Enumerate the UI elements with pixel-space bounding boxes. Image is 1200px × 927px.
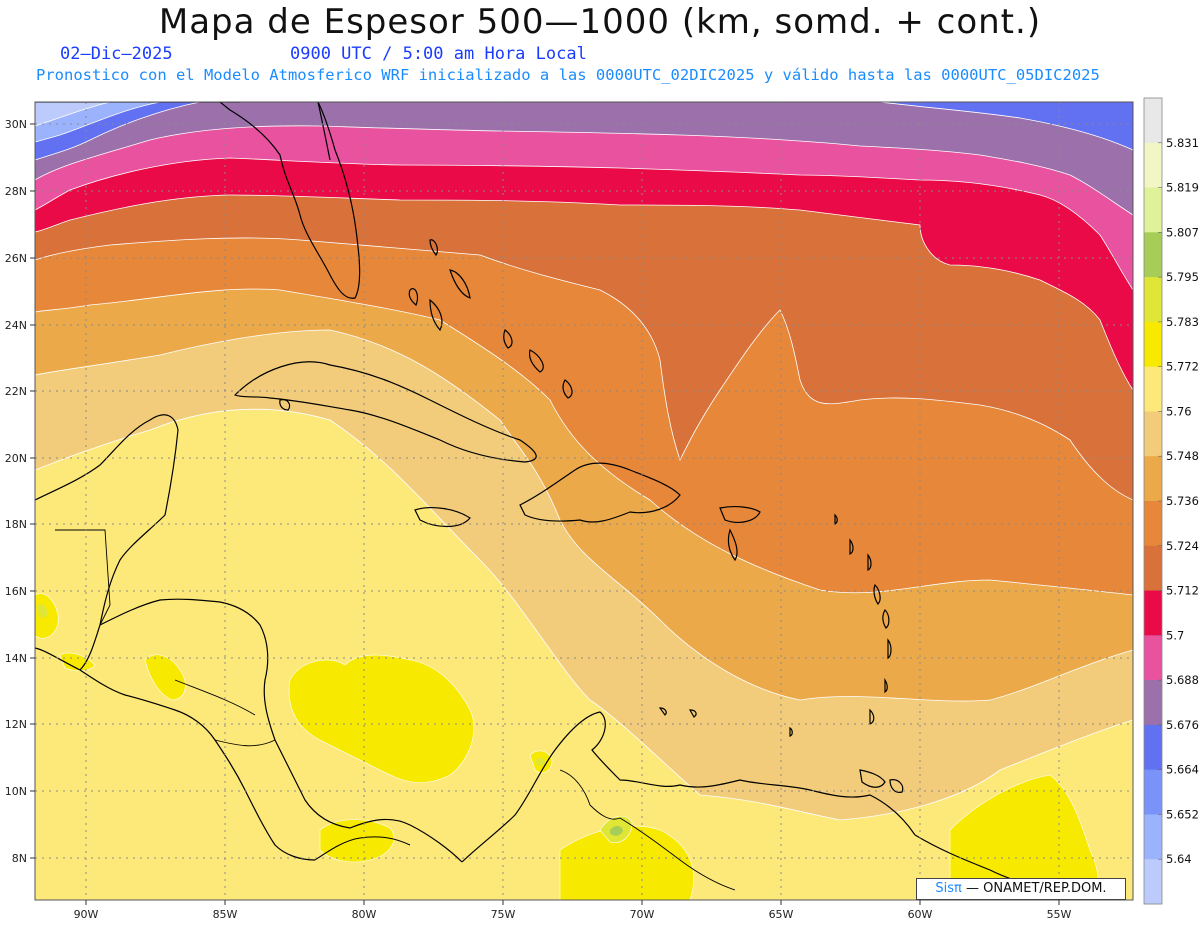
colorbar-labels: 5.831 5.819 5.807 5.795 5.783 5.772 5.76 5.748 5… <box>1158 136 1199 866</box>
colorbar-swatch <box>1144 859 1162 905</box>
colorbar-label: 5.748 <box>1166 449 1199 463</box>
sispi-logo: Sisπ <box>935 881 962 896</box>
colorbar-swatch <box>1144 769 1162 815</box>
lat-label: 16N <box>5 585 27 598</box>
graticule <box>35 102 1133 900</box>
lat-label: 14N <box>5 652 27 665</box>
colorbar-swatch <box>1144 680 1162 726</box>
lat-label: 20N <box>5 452 27 465</box>
forecast-date: 02—Dic—2025 <box>60 44 173 64</box>
colorbar-label: 5.64 <box>1166 852 1192 866</box>
lat-label: 28N <box>5 185 27 198</box>
lat-label: 26N <box>5 252 27 265</box>
colorbar-swatch <box>1144 142 1162 189</box>
lat-label: 24N <box>5 319 27 332</box>
coastline-layer <box>35 102 1071 900</box>
colorbar-label: 5.76 <box>1166 404 1192 418</box>
colorbar-swatch <box>1144 187 1162 233</box>
colorbar-swatches <box>1144 98 1162 905</box>
forecast-time: 0900 UTC / 5:00 am Hora Local <box>290 44 587 64</box>
colorbar-label: 5.772 <box>1166 360 1199 374</box>
model-description: Pronostico con el Modelo Atmosferico WRF… <box>36 66 1100 84</box>
lat-label: 8N <box>12 852 27 865</box>
map-title: Mapa de Espesor 500—1000 (km, somd. + co… <box>158 2 1042 42</box>
thickness-fill-layer <box>35 102 1133 900</box>
colorbar-label: 5.795 <box>1166 270 1199 284</box>
lat-label: 12N <box>5 718 27 731</box>
lon-label: 75W <box>491 908 516 921</box>
colorbar-swatch <box>1144 366 1162 412</box>
colorbar-label: 5.652 <box>1166 807 1199 821</box>
colorbar-label: 5.664 <box>1166 763 1199 777</box>
lat-label: 10N <box>5 785 27 798</box>
credit-text: — ONAMET/REP.DOM. <box>966 881 1107 896</box>
colorbar-label: 5.712 <box>1166 584 1199 598</box>
lon-label: 55W <box>1047 908 1072 921</box>
colorbar-label: 5.807 <box>1166 225 1199 239</box>
lat-label: 30N <box>5 118 27 131</box>
lat-label: 22N <box>5 385 27 398</box>
colorbar-swatch <box>1144 456 1162 502</box>
colorbar-label: 5.724 <box>1166 539 1199 553</box>
lon-label: 80W <box>352 908 377 921</box>
lon-label: 85W <box>213 908 238 921</box>
colorbar-label: 5.688 <box>1166 673 1199 687</box>
colorbar-label: 5.736 <box>1166 494 1199 508</box>
colorbar-label: 5.831 <box>1166 136 1199 150</box>
colorbar-swatch <box>1144 814 1162 860</box>
longitude-axis: 90W 85W 80W 75W 70W 65W 60W 55W <box>74 900 1072 921</box>
credit-box: Sisπ — ONAMET/REP.DOM. <box>916 878 1126 900</box>
colorbar-swatch <box>1144 590 1162 636</box>
lat-label: 18N <box>5 518 27 531</box>
colorbar-label: 5.676 <box>1166 718 1199 732</box>
colorbar: 5.831 5.819 5.807 5.795 5.783 5.772 5.76 5.748 5… <box>1143 97 1199 905</box>
colorbar-swatch <box>1144 232 1162 278</box>
colorbar-swatch <box>1144 277 1162 323</box>
lon-label: 70W <box>630 908 655 921</box>
colorbar-swatch <box>1144 501 1162 547</box>
colorbar-swatch <box>1144 98 1162 144</box>
lon-label: 60W <box>908 908 933 921</box>
latitude-axis: 30N 28N 26N 24N 22N 20N 18N 16N 14N 12N … <box>5 118 35 865</box>
lon-label: 65W <box>769 908 794 921</box>
colorbar-label: 5.783 <box>1166 315 1199 329</box>
colorbar-swatch <box>1144 635 1162 681</box>
lon-label: 90W <box>74 908 99 921</box>
colorbar-swatch <box>1144 411 1162 457</box>
colorbar-swatch <box>1144 724 1162 771</box>
colorbar-swatch <box>1144 321 1162 368</box>
colorbar-label: 5.819 <box>1166 181 1199 195</box>
plot-frame <box>34 101 1134 901</box>
colorbar-swatch <box>1144 545 1162 592</box>
colorbar-label: 5.7 <box>1166 628 1184 642</box>
